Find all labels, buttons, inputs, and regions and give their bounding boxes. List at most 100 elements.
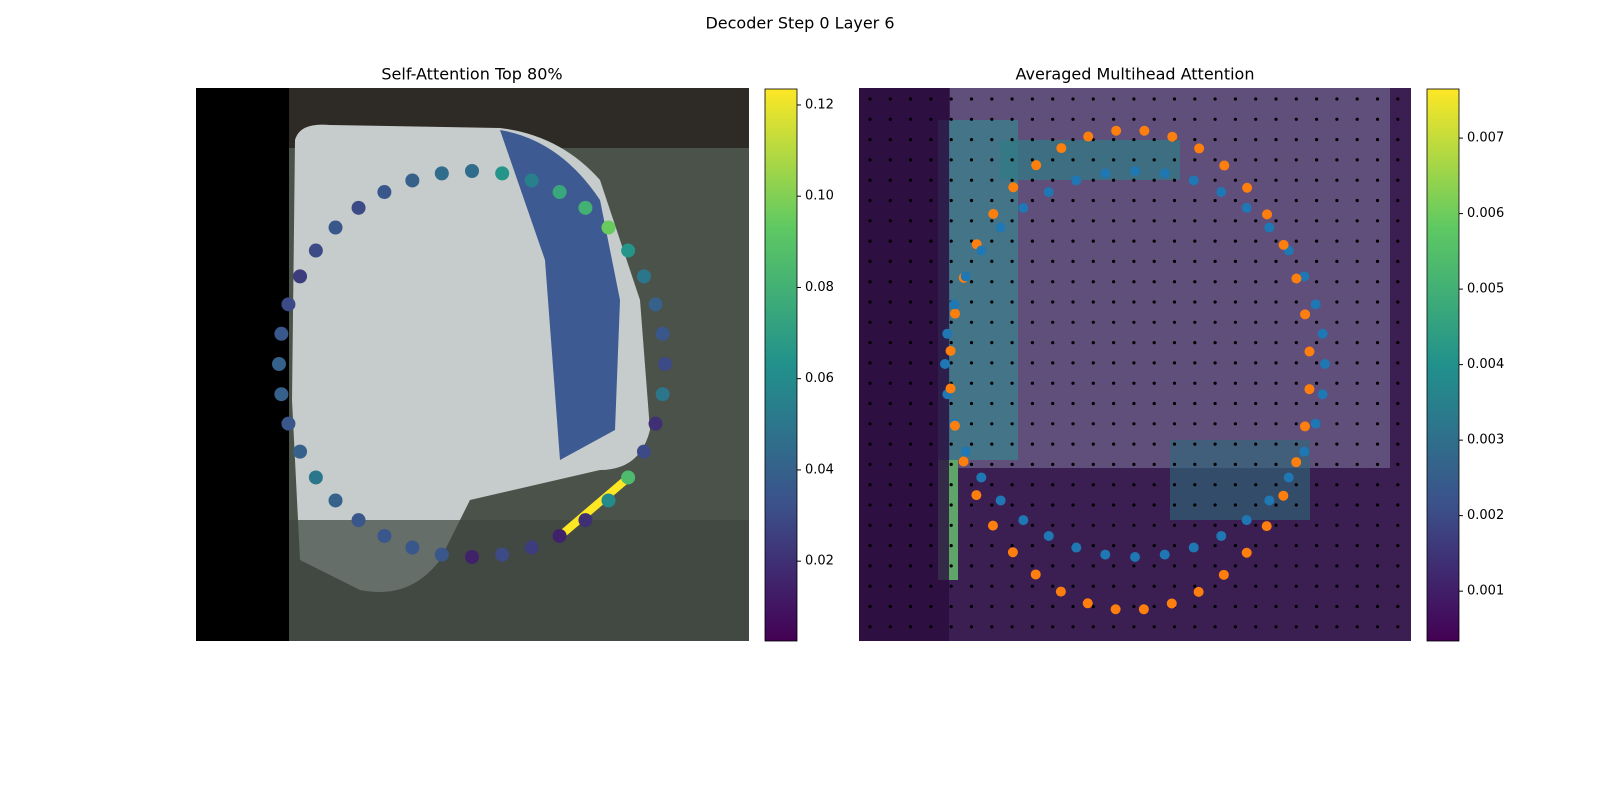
sample-point [958, 456, 969, 467]
grid-dot [1193, 158, 1197, 162]
grid-dot [1355, 178, 1359, 182]
grid-dot [868, 625, 872, 629]
grid-dot [1294, 259, 1298, 263]
grid-dot [1375, 97, 1380, 101]
grid-dot [1030, 483, 1034, 487]
grid-dot [1355, 320, 1359, 324]
grid-dot [1335, 239, 1339, 243]
grid-dot [1051, 564, 1055, 568]
grid-dot [1091, 158, 1095, 162]
grid-dot [1010, 503, 1014, 507]
grid-dot [1254, 544, 1258, 548]
grid-dot [909, 280, 913, 284]
grid-dot [1051, 544, 1055, 548]
grid-dot [969, 564, 974, 568]
grid-dot [1030, 341, 1034, 345]
grid-dot [929, 158, 933, 162]
grid-dot [888, 422, 892, 426]
grid-dot [1193, 117, 1197, 121]
grid-dot [1132, 158, 1136, 162]
grid-dot [1233, 280, 1237, 284]
query-point [1320, 359, 1330, 369]
sample-point [1241, 547, 1252, 558]
grid-dot [1355, 138, 1359, 142]
grid-dot [969, 442, 974, 446]
grid-dot [1375, 483, 1380, 487]
grid-dot [990, 259, 994, 263]
grid-dot [1355, 280, 1359, 284]
grid-dot [1274, 584, 1278, 588]
grid-dot [1254, 219, 1258, 223]
grid-dot [1051, 381, 1055, 385]
grid-dot [1335, 625, 1339, 629]
grid-dot [888, 564, 892, 568]
query-point [1130, 166, 1140, 176]
grid-dot [1112, 442, 1116, 446]
grid-dot [1274, 239, 1278, 243]
grid-dot [1010, 483, 1014, 487]
grid-dot [1254, 422, 1258, 426]
grid-dot [1152, 320, 1156, 324]
query-point [1241, 515, 1252, 526]
grid-dot [1335, 442, 1339, 446]
grid-dot [1071, 584, 1075, 588]
grid-dot [1294, 361, 1298, 365]
grid-dot [1213, 178, 1217, 182]
sample-point [1262, 209, 1273, 220]
point [351, 200, 366, 215]
grid-dot [1091, 462, 1095, 466]
grid-dot [1355, 381, 1359, 385]
grid-dot [1193, 259, 1197, 263]
grid-dot [1213, 259, 1217, 263]
grid-dot [1213, 158, 1217, 162]
grid-dot [929, 178, 933, 182]
grid-dot [1193, 239, 1197, 243]
grid-dot [1091, 259, 1095, 263]
grid-dot [949, 320, 953, 324]
grid-dot [1172, 280, 1177, 284]
grid-dot [1112, 320, 1116, 324]
grid-dot [1071, 198, 1075, 203]
grid-dot [1010, 320, 1014, 324]
grid-dot [1030, 300, 1034, 304]
grid-dot [929, 544, 933, 548]
grid-dot [909, 483, 913, 487]
grid-dot [888, 320, 892, 324]
grid-dot [990, 239, 994, 243]
grid-dot [1112, 422, 1116, 426]
points [868, 97, 1400, 629]
grid-dot [909, 198, 913, 203]
query-point [1317, 328, 1328, 339]
grid-dot [990, 422, 994, 426]
grid-dot [1375, 178, 1380, 182]
grid-dot [949, 97, 953, 101]
sample-point [1219, 160, 1230, 171]
grid-dot [1010, 523, 1014, 527]
grid-dot [1375, 117, 1380, 121]
grid-dot [1112, 544, 1116, 548]
grid-dot [1172, 158, 1177, 162]
sample-point [950, 308, 961, 319]
grid-dot [1213, 483, 1217, 487]
grid-dot [1396, 483, 1400, 487]
grid-dot [1375, 381, 1380, 385]
sample-point [1008, 182, 1019, 193]
grid-dot [1112, 341, 1116, 345]
grid-dot [1172, 341, 1177, 345]
sample-point [1261, 521, 1272, 532]
grid-dot [1132, 422, 1136, 426]
grid-dot [1071, 462, 1075, 466]
grid-dot [1315, 117, 1319, 121]
point [648, 416, 663, 431]
grid-dot [909, 300, 913, 304]
grid-dot [1091, 584, 1095, 588]
grid-dot [1274, 97, 1278, 101]
grid-dot [929, 280, 933, 284]
grid-dot [868, 381, 872, 385]
grid-dot [1213, 604, 1217, 609]
grid-dot [1132, 523, 1136, 527]
query-point [949, 299, 960, 310]
grid-dot [949, 544, 953, 548]
grid-dot [909, 523, 913, 527]
point [328, 220, 343, 235]
